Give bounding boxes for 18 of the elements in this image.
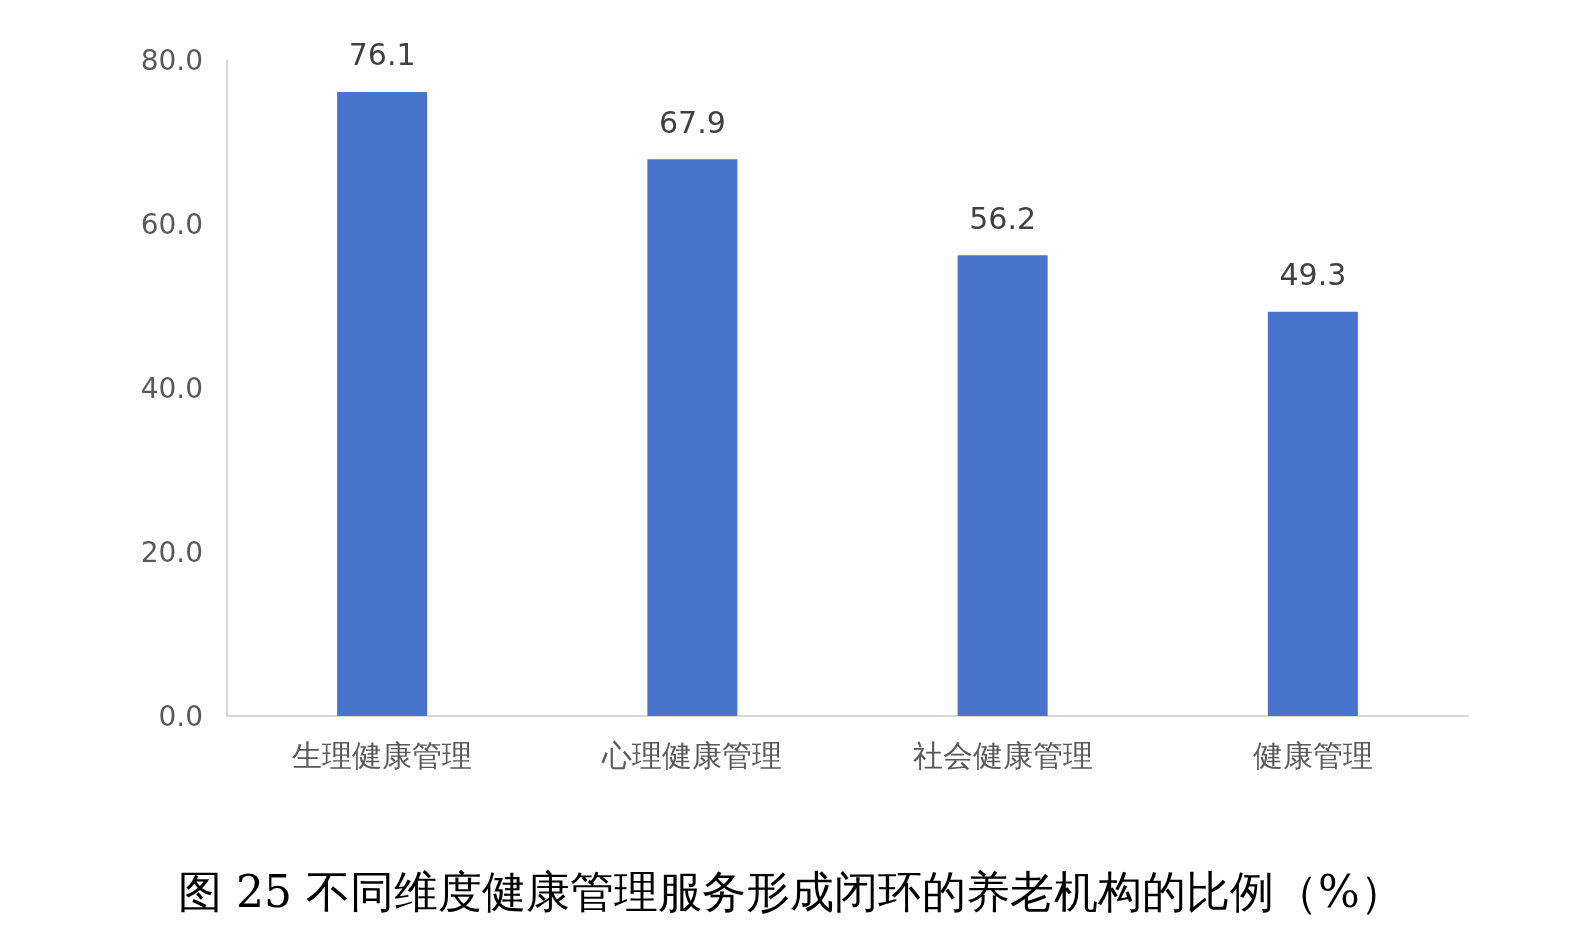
bar [1267, 311, 1358, 716]
y-tick-label: 0.0 [158, 699, 203, 733]
bar [337, 91, 428, 716]
y-tick-label: 20.0 [140, 535, 203, 569]
y-tick-label: 60.0 [140, 207, 203, 241]
data-label: 56.2 [969, 200, 1037, 236]
bar [647, 159, 738, 716]
data-label: 76.1 [348, 37, 416, 73]
x-tick-label: 健康管理 [1252, 737, 1373, 773]
text: 图 25 不同维度健康管理服务形成闭环的养老机构的比例（%） [178, 865, 1404, 917]
data-label: 67.9 [658, 104, 726, 140]
x-tick-label: 社会健康管理 [912, 737, 1093, 773]
bar [957, 255, 1048, 716]
x-tick-label: 心理健康管理 [601, 737, 783, 773]
y-tick-label: 40.0 [140, 371, 203, 405]
x-tick-label: 生理健康管理 [292, 737, 473, 773]
y-tick-label: 80.0 [140, 43, 203, 77]
data-label: 49.3 [1279, 257, 1347, 293]
